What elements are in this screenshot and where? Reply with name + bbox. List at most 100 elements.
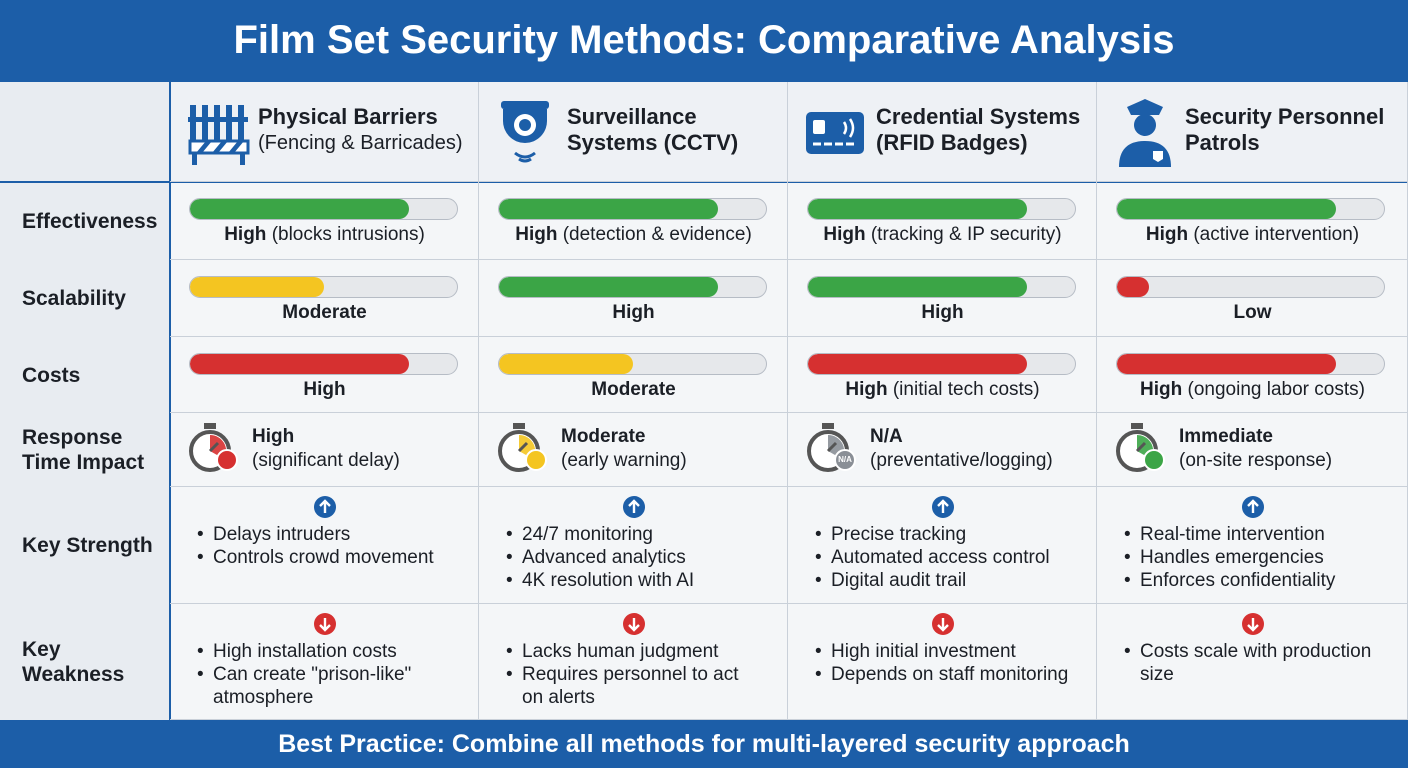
progress-fill xyxy=(808,277,1027,297)
column-title: Security Personnel xyxy=(1185,104,1385,129)
progress-track xyxy=(498,353,767,375)
cell-border xyxy=(479,487,788,604)
rating: High xyxy=(252,426,295,447)
cell-border xyxy=(479,182,788,260)
bullet-text: on alerts xyxy=(522,687,595,708)
row-label: Key Strength xyxy=(0,487,170,604)
column-icon xyxy=(186,97,252,172)
rating-note: (ongoing labor costs) xyxy=(1187,379,1365,400)
cell-border xyxy=(788,487,1097,604)
column-title: Credential Systems xyxy=(876,104,1081,129)
rating: Moderate xyxy=(282,302,367,323)
rating-note: (significant delay) xyxy=(252,450,400,471)
row-label-line: Costs xyxy=(22,363,81,387)
cell-border xyxy=(788,82,1097,182)
rating-note: (initial tech costs) xyxy=(892,379,1040,400)
rating-text: High (tracking & IP security) xyxy=(788,224,1097,246)
bullet-list: High initial investmentDepends on staff … xyxy=(831,640,1068,686)
rating-text: High (ongoing labor costs) xyxy=(1097,379,1408,401)
column-title: Physical Barriers xyxy=(258,104,438,129)
arrow-icon xyxy=(313,495,337,524)
bullet-item: Precise tracking xyxy=(831,523,1050,546)
bullet-list: Delays intrudersControls crowd movement xyxy=(213,523,434,569)
badge xyxy=(216,449,238,471)
column-title: (RFID Badges) xyxy=(876,130,1028,155)
rating-note: (tracking & IP security) xyxy=(870,224,1062,245)
rating-text: High (detection & evidence) xyxy=(479,224,788,246)
cell-border xyxy=(788,260,1097,337)
bullet-text: Digital audit trail xyxy=(831,570,967,591)
rating-text: High xyxy=(170,379,479,401)
rating: N/A xyxy=(870,426,903,447)
row-label: Effectiveness xyxy=(0,182,170,260)
cell-border xyxy=(170,260,479,337)
rating-text: Moderate xyxy=(170,302,479,324)
rating-note: (detection & evidence) xyxy=(562,224,752,245)
bullet-text: Real-time intervention xyxy=(1140,524,1325,545)
row-label: Response Time Impact xyxy=(0,413,170,487)
progress-fill xyxy=(1117,277,1150,297)
rating-note: (active intervention) xyxy=(1193,224,1360,245)
cell-border xyxy=(479,260,788,337)
rating-text: Low xyxy=(1097,302,1408,324)
progress-fill xyxy=(808,354,1027,374)
progress-track xyxy=(807,198,1076,220)
rating: High xyxy=(303,379,346,400)
arrow-icon xyxy=(622,495,646,524)
bullet-item: Real-time intervention xyxy=(1140,523,1335,546)
rating: High xyxy=(612,302,655,323)
column-icon xyxy=(1113,97,1177,174)
row-label-line: Key xyxy=(22,638,61,661)
row-label-line: Response xyxy=(22,426,123,449)
bullet-item: Lacks human judgment xyxy=(522,640,739,663)
column-title: Systems (CCTV) xyxy=(567,130,739,155)
column-header: Physical Barriers (Fencing & Barricades) xyxy=(258,104,463,156)
cell-border xyxy=(479,413,788,487)
bullet-text: Enforces confidentiality xyxy=(1140,570,1336,591)
column-icon xyxy=(495,97,555,172)
bullet-text: atmosphere xyxy=(213,687,314,708)
progress-fill xyxy=(808,199,1027,219)
footer-note: Best Practice: Combine all methods for m… xyxy=(0,720,1408,768)
bullet-item: 4K resolution with AI xyxy=(522,569,694,592)
rating: Immediate xyxy=(1179,426,1273,447)
cell-border xyxy=(170,82,479,182)
rating: High xyxy=(823,224,866,245)
progress-fill xyxy=(499,277,718,297)
rating-note: (on-site response) xyxy=(1179,450,1333,471)
bullet-text: Handles emergencies xyxy=(1140,547,1324,568)
bullet-text: High initial investment xyxy=(831,641,1016,662)
rating: High xyxy=(921,302,964,323)
cell-border xyxy=(1097,337,1408,413)
column-header: Credential Systems (RFID Badges) xyxy=(876,104,1080,156)
rating-note: (preventative/logging) xyxy=(870,450,1053,471)
cell-border xyxy=(788,413,1097,487)
progress-track xyxy=(498,198,767,220)
arrow-icon xyxy=(313,612,337,641)
bullet-text: Precise tracking xyxy=(831,524,967,545)
progress-track xyxy=(807,353,1076,375)
badge xyxy=(525,449,547,471)
bullet-text: size xyxy=(1140,664,1174,685)
rating: Moderate xyxy=(591,379,676,400)
cell-border xyxy=(170,413,479,487)
bullet-text: Can create "prison-like" xyxy=(213,664,412,685)
response-text: N/A (preventative/logging) xyxy=(870,425,1053,473)
bullet-list: 24/7 monitoringAdvanced analytics4K reso… xyxy=(522,523,694,592)
rating: High xyxy=(1140,379,1183,400)
rating-note: (blocks intrusions) xyxy=(271,224,425,245)
cell-border xyxy=(1097,182,1408,260)
arrow-icon xyxy=(1241,495,1265,524)
bullet-text: Delays intruders xyxy=(213,524,351,545)
row-label-line: Key Strength xyxy=(22,534,153,557)
rating-note: (early warning) xyxy=(561,450,687,471)
bullet-list: High installation costsCan create "priso… xyxy=(213,640,411,709)
rating: High xyxy=(845,379,888,400)
progress-track xyxy=(1116,276,1385,298)
arrow-icon xyxy=(931,495,955,524)
stopwatch-icon xyxy=(1115,421,1173,482)
progress-track xyxy=(807,276,1076,298)
row-label: Scalability xyxy=(0,260,170,337)
